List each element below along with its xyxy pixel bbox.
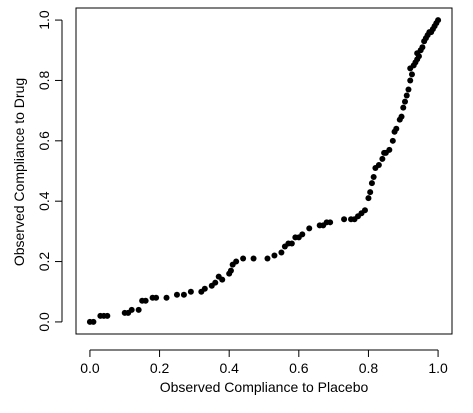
data-point bbox=[90, 318, 97, 325]
x-tick-label: 0.0 bbox=[80, 360, 100, 376]
data-point bbox=[180, 291, 187, 298]
y-tick-label: 1.0 bbox=[36, 10, 52, 30]
data-point bbox=[264, 255, 271, 262]
data-point bbox=[398, 113, 405, 120]
data-point bbox=[201, 285, 208, 292]
data-point bbox=[212, 279, 219, 286]
data-point bbox=[163, 294, 170, 301]
data-point bbox=[271, 252, 278, 259]
data-point bbox=[407, 77, 414, 84]
data-point bbox=[219, 276, 226, 283]
data-point bbox=[403, 92, 410, 99]
x-tick-label: 0.6 bbox=[289, 360, 309, 376]
y-tick-label: 0.8 bbox=[36, 71, 52, 91]
x-axis-title: Observed Compliance to Placebo bbox=[160, 379, 369, 395]
data-point bbox=[341, 216, 348, 223]
x-tick-label: 0.2 bbox=[150, 360, 170, 376]
data-point bbox=[250, 255, 257, 262]
data-point bbox=[370, 174, 377, 181]
data-point bbox=[104, 312, 111, 319]
data-point bbox=[327, 219, 334, 226]
data-point bbox=[128, 306, 135, 313]
data-point bbox=[407, 65, 414, 72]
x-tick-label: 1.0 bbox=[428, 360, 448, 376]
data-point bbox=[361, 207, 368, 214]
data-point bbox=[368, 180, 375, 187]
data-point bbox=[389, 137, 396, 144]
data-point bbox=[379, 155, 386, 162]
data-point bbox=[375, 161, 382, 168]
data-point bbox=[233, 258, 240, 265]
data-point bbox=[187, 288, 194, 295]
y-tick-label: 0.2 bbox=[36, 252, 52, 272]
data-point bbox=[393, 125, 400, 132]
data-point bbox=[278, 249, 285, 256]
data-point bbox=[135, 306, 142, 313]
data-point bbox=[153, 294, 160, 301]
x-tick-label: 0.4 bbox=[219, 360, 239, 376]
data-point bbox=[435, 17, 442, 24]
data-point bbox=[288, 240, 295, 247]
y-tick-label: 0.6 bbox=[36, 131, 52, 151]
data-point bbox=[306, 225, 313, 232]
data-point bbox=[408, 71, 415, 78]
data-point bbox=[240, 255, 247, 262]
x-tick-label: 0.8 bbox=[359, 360, 379, 376]
plot-frame bbox=[75, 7, 453, 335]
data-point bbox=[414, 50, 421, 57]
data-point bbox=[400, 104, 407, 111]
y-tick-label: 0.4 bbox=[36, 191, 52, 211]
y-axis-title: Observed Compliance to Drug bbox=[11, 78, 27, 266]
data-point bbox=[365, 195, 372, 202]
y-axis: 0.0 0.2 0.4 0.6 0.8 1.0 bbox=[36, 10, 63, 332]
data-point bbox=[405, 86, 412, 93]
data-point bbox=[299, 231, 306, 238]
data-point bbox=[419, 44, 426, 51]
data-point bbox=[367, 189, 374, 196]
data-points bbox=[86, 17, 442, 325]
x-axis: 0.0 0.2 0.4 0.6 0.8 1.0 bbox=[80, 349, 448, 376]
data-point bbox=[402, 98, 408, 105]
y-tick-label: 0.0 bbox=[36, 312, 52, 332]
data-point bbox=[386, 146, 393, 153]
data-point bbox=[142, 297, 149, 304]
data-point bbox=[227, 267, 234, 274]
data-point bbox=[173, 291, 180, 298]
